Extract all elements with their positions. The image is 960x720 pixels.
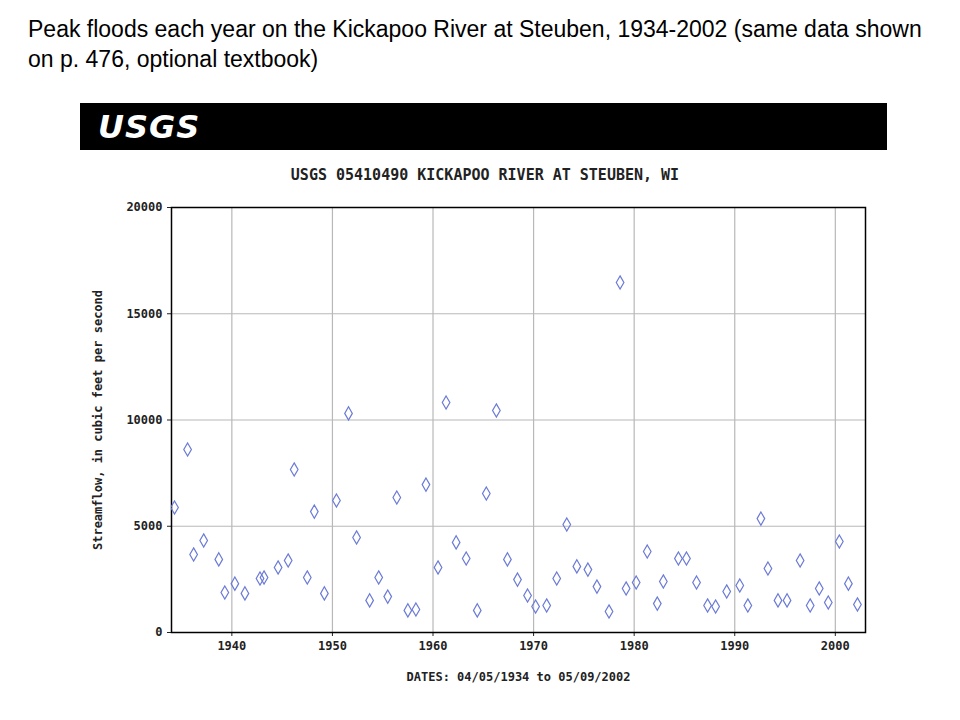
svg-text:0: 0 [155, 625, 162, 639]
svg-text:DATES: 04/05/1934 to 05/09/200: DATES: 04/05/1934 to 05/09/2002 [407, 670, 631, 684]
svg-text:20000: 20000 [126, 200, 162, 214]
svg-text:1980: 1980 [620, 639, 649, 653]
html-text:USGS 05410490 KICKAPOO RIVER A: USGS 05410490 KICKAPOO RIVER AT STEUBEN,… [290, 166, 680, 184]
svg-text:1970: 1970 [519, 639, 548, 653]
svg-text:1940: 1940 [217, 639, 246, 653]
svg-text:15000: 15000 [126, 307, 162, 321]
svg-text:1960: 1960 [419, 639, 448, 653]
svg-text:1990: 1990 [720, 639, 749, 653]
html-text:USGS: USGS [98, 108, 201, 146]
svg-text:Streamflow, in cubic feet per: Streamflow, in cubic feet per second [91, 290, 105, 550]
svg-text:1950: 1950 [318, 639, 347, 653]
svg-text:10000: 10000 [126, 413, 162, 427]
svg-text:5000: 5000 [134, 519, 163, 533]
html-text:Peak floods each year on the K: Peak floods each year on the Kickapoo Ri… [28, 16, 922, 72]
svg-text:2000: 2000 [821, 639, 850, 653]
